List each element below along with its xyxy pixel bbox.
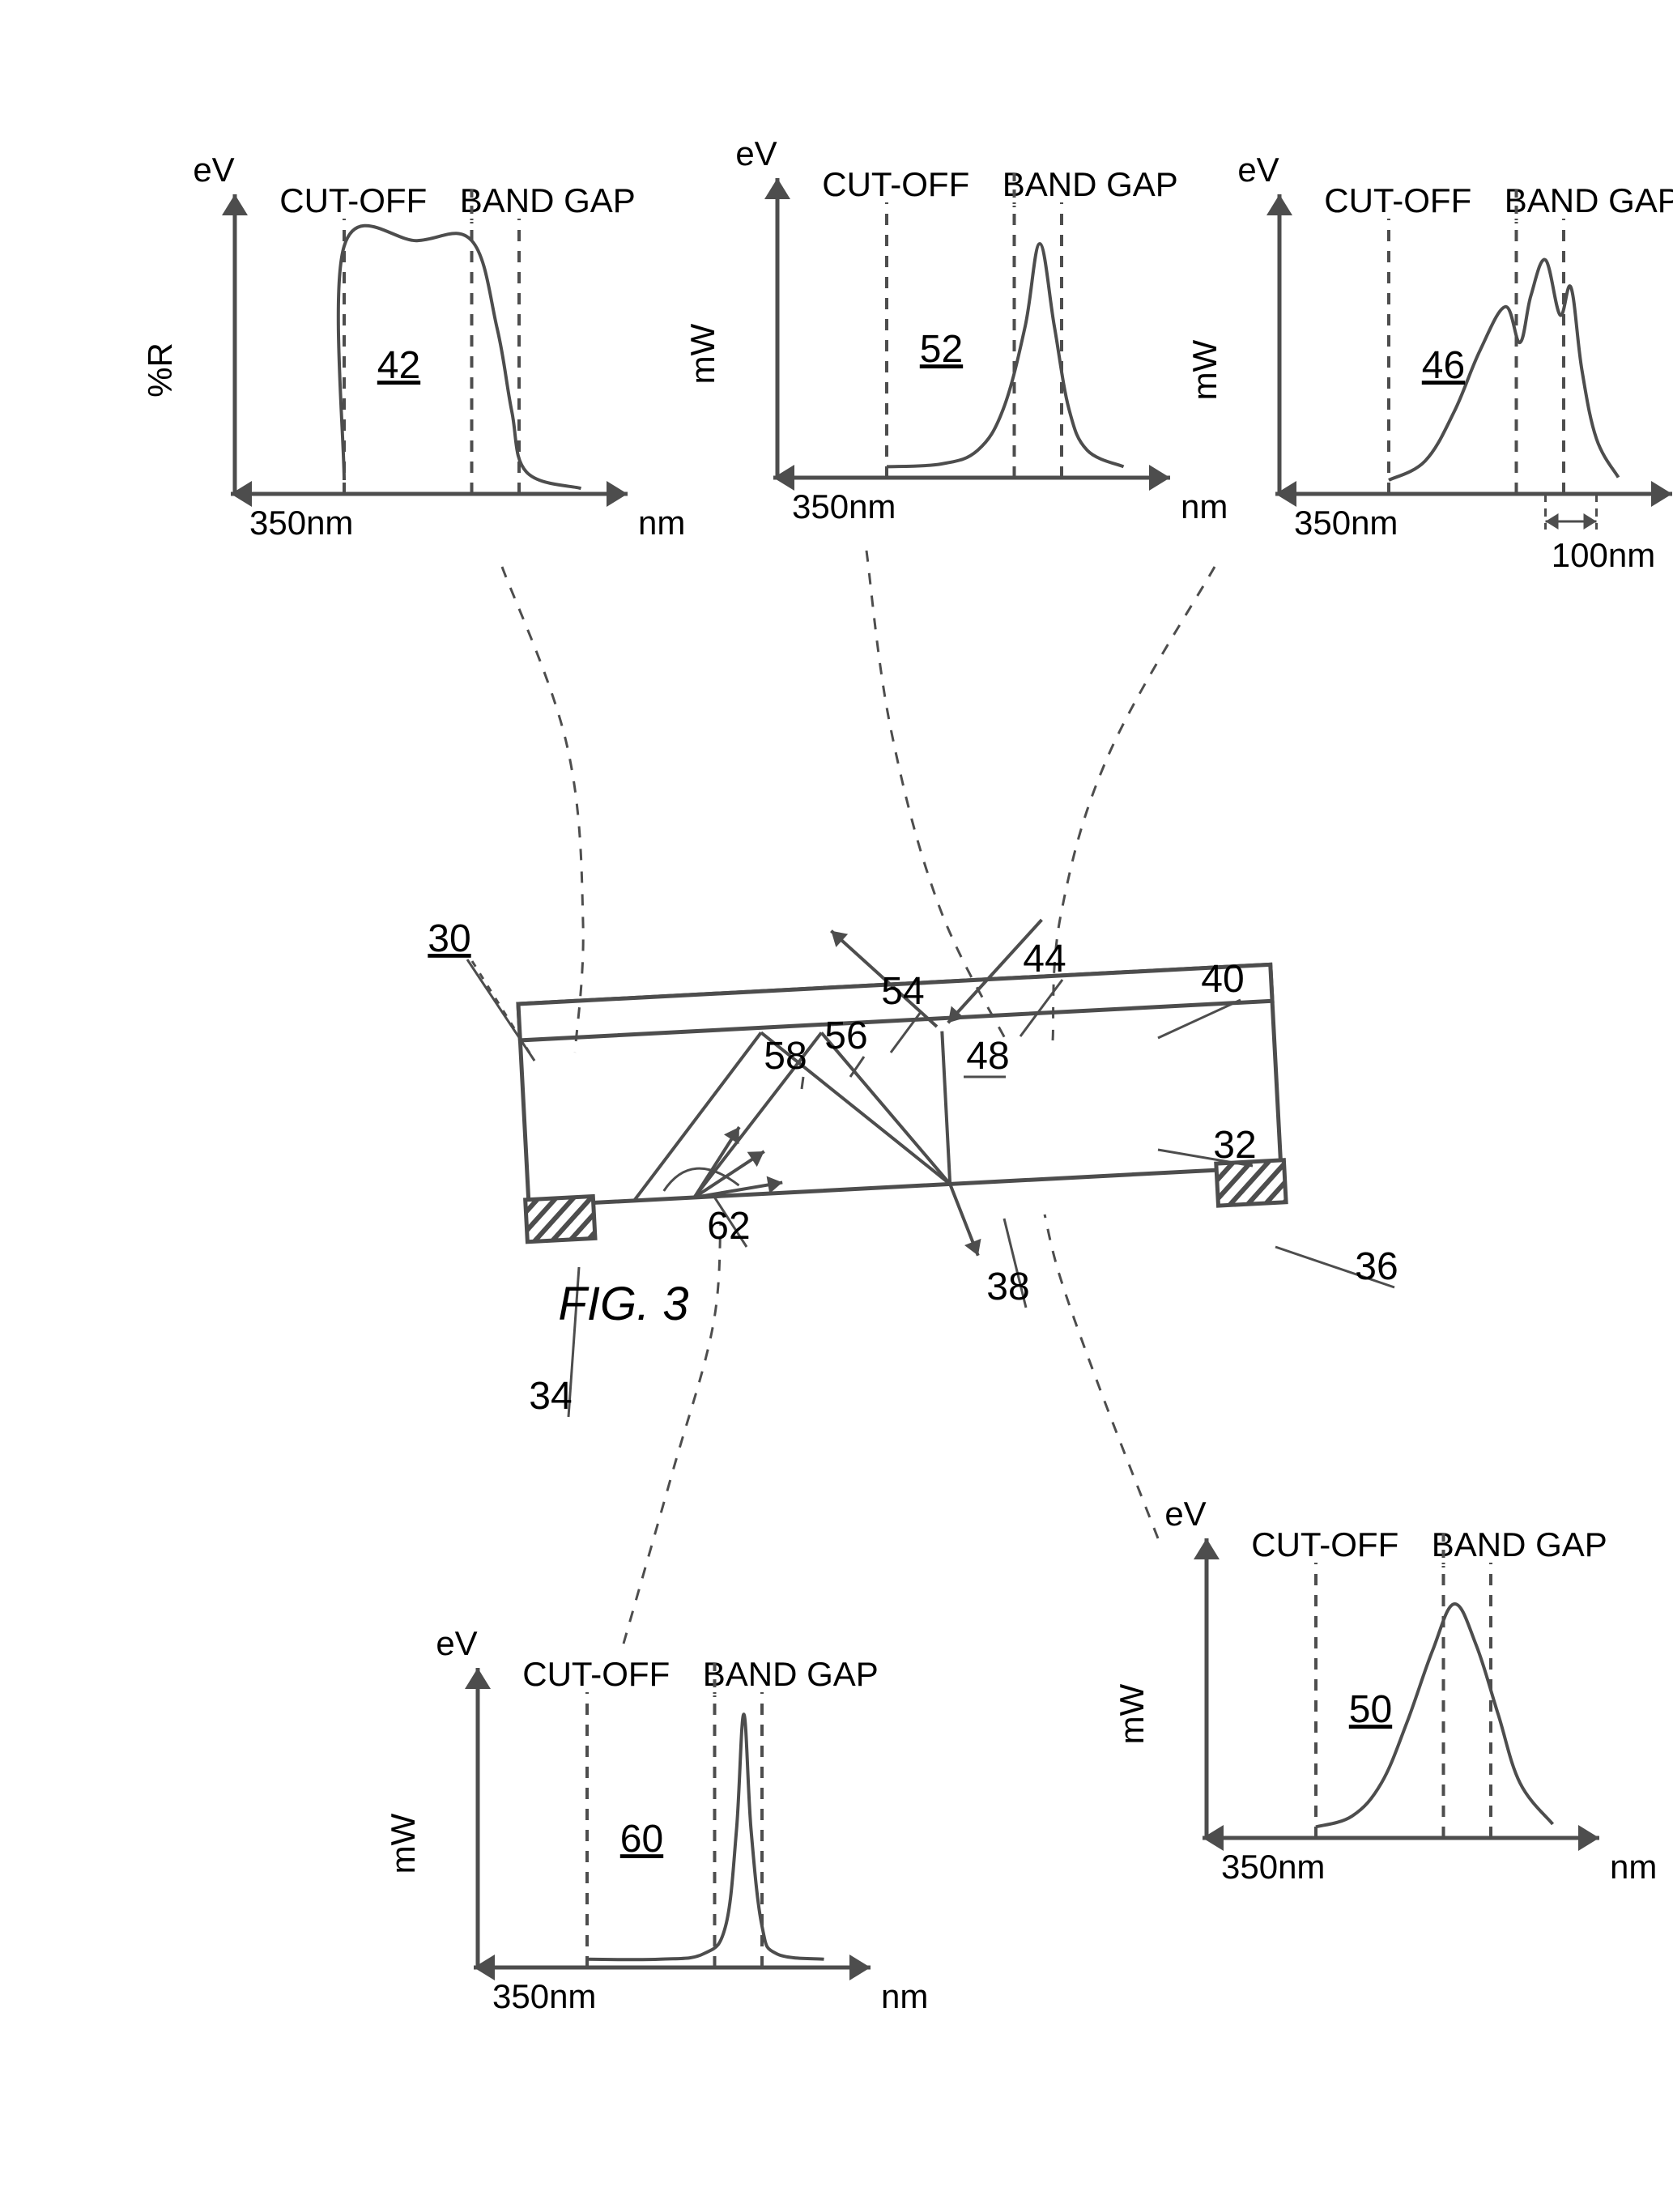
svg-text:48: 48 <box>966 1035 1009 1078</box>
chart-60: eV nm mW 350nm CUT-OFF BAND GAP 60 <box>384 1624 928 2015</box>
svg-text:50: 50 <box>1349 1688 1392 1731</box>
svg-text:mW: mW <box>1113 1683 1151 1744</box>
svg-text:44: 44 <box>1023 938 1066 981</box>
svg-text:350nm: 350nm <box>1221 1848 1325 1886</box>
device-cross-section <box>512 908 1288 1279</box>
svg-text:30: 30 <box>428 917 470 960</box>
svg-text:mW: mW <box>683 323 722 384</box>
svg-text:56: 56 <box>824 1015 867 1057</box>
svg-text:100nm: 100nm <box>1552 536 1655 574</box>
svg-text:nm: nm <box>881 1977 928 2015</box>
figure-label: FIG. 3 <box>558 1278 688 1330</box>
svg-text:38: 38 <box>986 1266 1029 1308</box>
svg-text:46: 46 <box>1422 344 1465 387</box>
svg-text:CUT-OFF: CUT-OFF <box>279 181 427 219</box>
svg-text:350nm: 350nm <box>492 1977 596 2015</box>
svg-text:350nm: 350nm <box>1294 504 1398 542</box>
svg-text:350nm: 350nm <box>792 487 896 525</box>
svg-text:BAND GAP: BAND GAP <box>1505 181 1673 219</box>
svg-text:40: 40 <box>1201 958 1244 1001</box>
svg-text:BAND GAP: BAND GAP <box>460 181 636 219</box>
svg-text:62: 62 <box>707 1205 750 1248</box>
svg-text:%R: %R <box>141 342 179 398</box>
svg-text:52: 52 <box>920 328 963 371</box>
svg-text:nm: nm <box>1181 487 1228 525</box>
chart-42: eV nm %R 350nm CUT-OFF BAND GAP 42 <box>141 151 685 542</box>
svg-text:CUT-OFF: CUT-OFF <box>1324 181 1471 219</box>
svg-text:54: 54 <box>881 970 924 1013</box>
leader-50 <box>1045 1214 1158 1538</box>
svg-text:CUT-OFF: CUT-OFF <box>822 165 969 203</box>
svg-text:eV: eV <box>1237 151 1279 189</box>
svg-text:eV: eV <box>735 134 777 172</box>
svg-text:60: 60 <box>620 1818 663 1861</box>
svg-text:eV: eV <box>436 1624 477 1662</box>
svg-text:CUT-OFF: CUT-OFF <box>522 1655 670 1693</box>
svg-text:mW: mW <box>1186 339 1224 400</box>
svg-text:BAND GAP: BAND GAP <box>1432 1525 1607 1563</box>
svg-text:eV: eV <box>193 151 234 189</box>
svg-text:36: 36 <box>1355 1245 1398 1288</box>
svg-text:mW: mW <box>384 1813 422 1874</box>
svg-text:CUT-OFF: CUT-OFF <box>1251 1525 1398 1563</box>
svg-text:42: 42 <box>377 344 420 387</box>
svg-text:34: 34 <box>529 1375 572 1418</box>
svg-text:nm: nm <box>1610 1848 1657 1886</box>
svg-text:58: 58 <box>764 1035 807 1078</box>
chart-50: eV nm mW 350nm CUT-OFF BAND GAP 50 <box>1113 1495 1657 1886</box>
svg-text:BAND GAP: BAND GAP <box>1003 165 1178 203</box>
svg-text:32: 32 <box>1213 1124 1256 1167</box>
svg-text:BAND GAP: BAND GAP <box>703 1655 879 1693</box>
leader-42 <box>502 567 583 1053</box>
svg-text:nm: nm <box>638 504 685 542</box>
svg-text:eV: eV <box>1164 1495 1206 1533</box>
chart-46: eVnmmW350nmCUT-OFFBAND GAP46100nm <box>1186 151 1673 574</box>
chart-52: eV nm mW 350nm CUT-OFF BAND GAP 52 <box>683 134 1228 525</box>
svg-text:350nm: 350nm <box>249 504 353 542</box>
